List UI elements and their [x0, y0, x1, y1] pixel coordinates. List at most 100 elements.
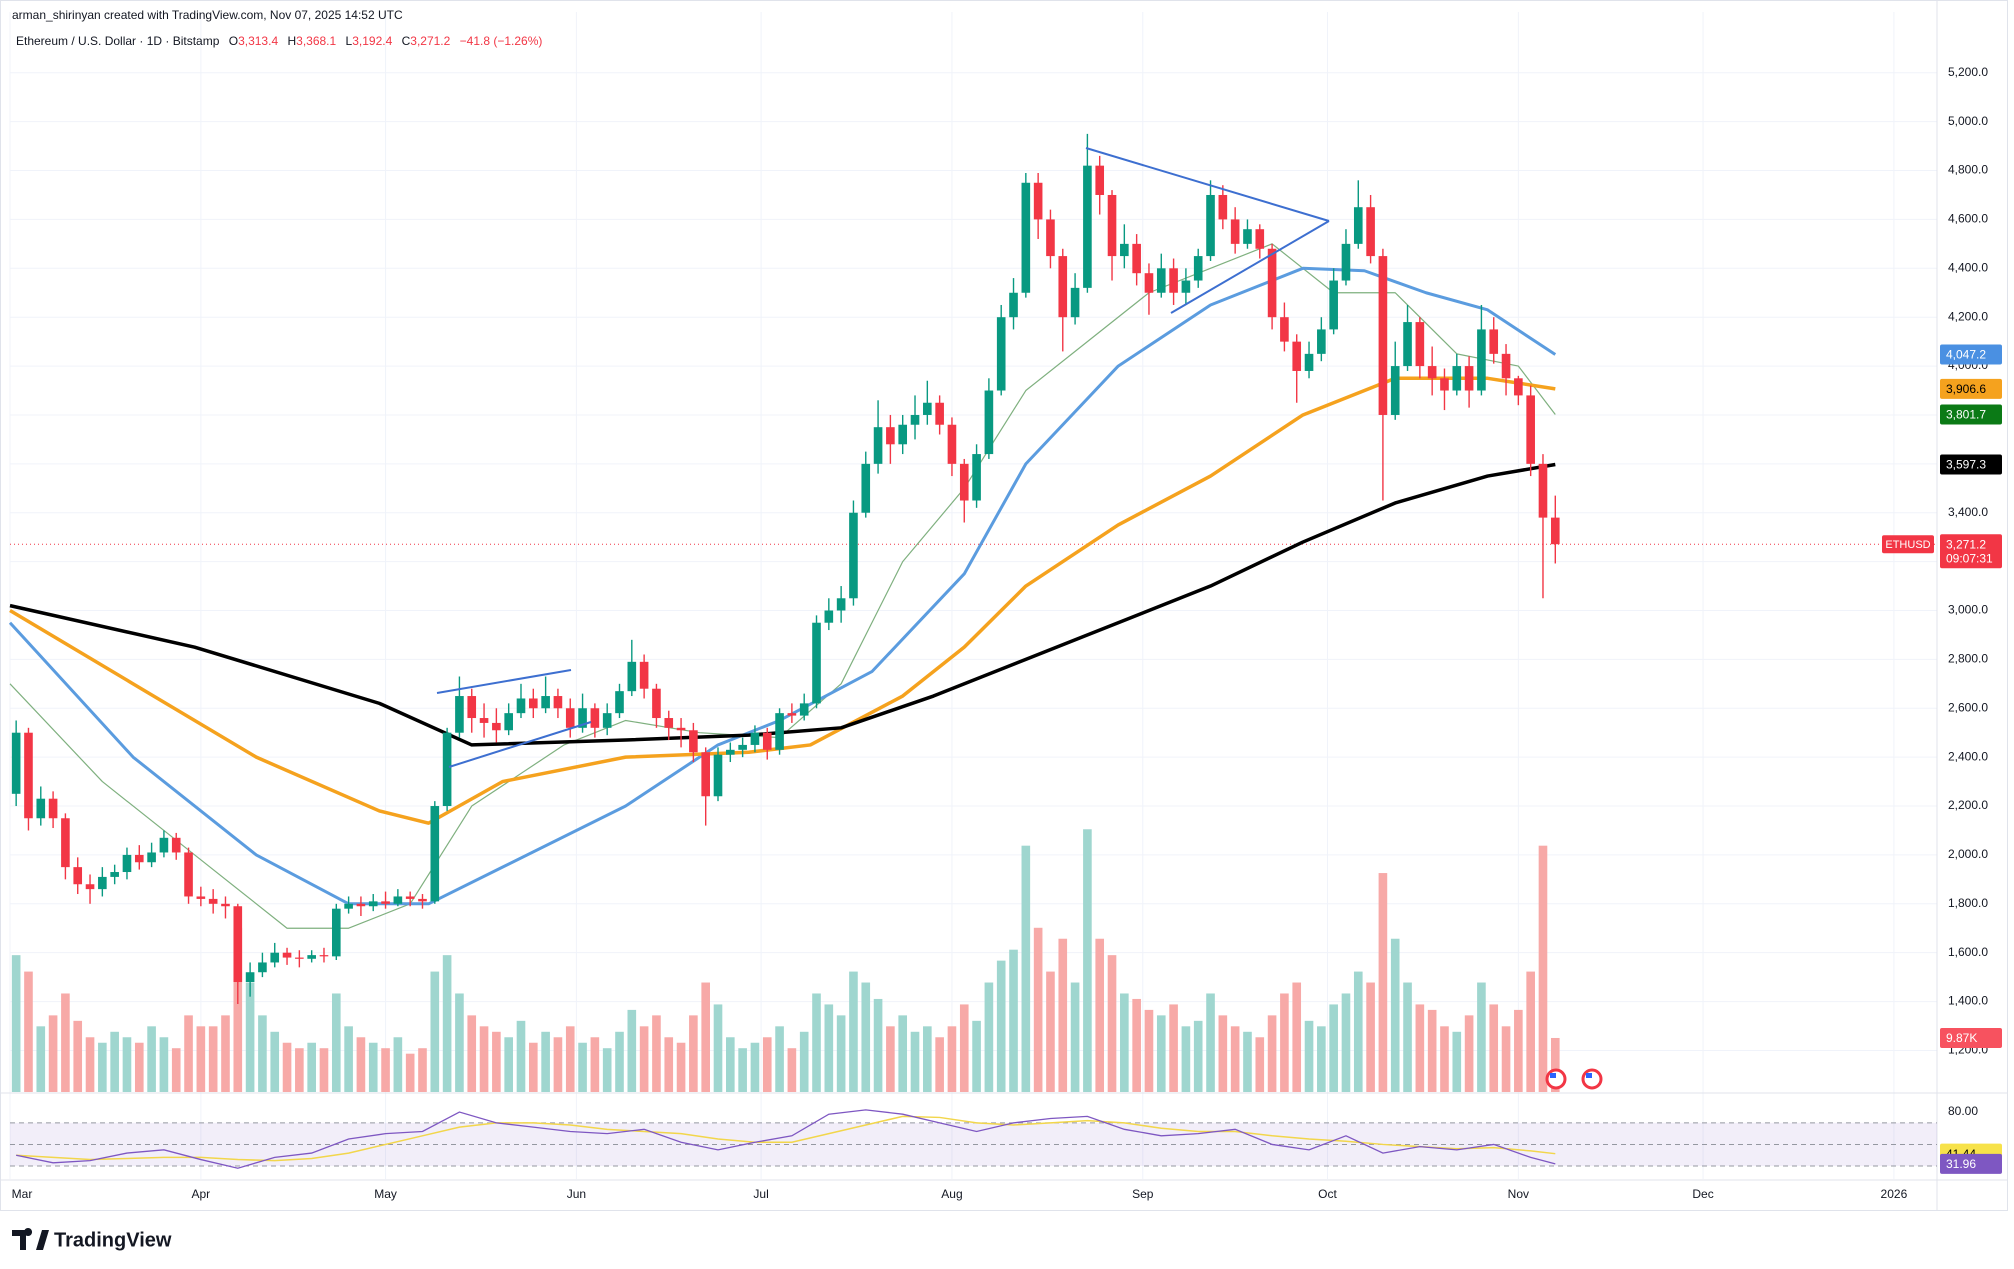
candle-body — [799, 703, 809, 716]
volume-bar — [1317, 1026, 1326, 1092]
candle-body — [1304, 353, 1314, 371]
y-tick-label: 3,400.0 — [1948, 505, 1988, 519]
volume-bar — [245, 982, 255, 1092]
volume-bar — [405, 1053, 415, 1092]
volume-bar — [73, 1020, 83, 1092]
candle-body — [48, 798, 58, 819]
x-tick-label: Dec — [1692, 1187, 1713, 1201]
candle-body — [528, 698, 538, 709]
volume-bar — [1489, 1004, 1499, 1092]
y-tick-label: 4,200.0 — [1948, 309, 1988, 323]
candle-body — [405, 896, 415, 899]
volume-bar — [935, 1037, 944, 1092]
candle-body — [1230, 219, 1240, 244]
volume-bar — [1021, 845, 1031, 1092]
volume-bar — [1267, 1015, 1277, 1092]
volume-bar — [1378, 873, 1388, 1092]
ohlc-value: 3,192.4 — [352, 34, 393, 48]
volume-bar — [344, 1026, 353, 1092]
candle-body — [1132, 243, 1141, 274]
flag-icon[interactable] — [1545, 1068, 1567, 1090]
volume-bar — [1107, 955, 1117, 1092]
candle-body — [1083, 165, 1092, 288]
volume-bar — [1341, 993, 1351, 1092]
candle-body — [245, 972, 255, 983]
candle-body — [1058, 256, 1068, 318]
volume-bar — [159, 1037, 169, 1092]
candle-body — [947, 424, 957, 464]
rsi-pane — [10, 1109, 1937, 1169]
candle-body — [98, 876, 107, 890]
candle-body — [1378, 256, 1388, 415]
candle-body — [898, 424, 908, 445]
attribution: arman_shirinyan created with TradingView… — [12, 8, 403, 22]
candle-body — [787, 713, 797, 716]
volume-bar — [1169, 1004, 1178, 1092]
candle-body — [516, 698, 526, 714]
volume-bar — [24, 971, 33, 1092]
volume-bar — [565, 1026, 575, 1092]
volume-bar — [1550, 1037, 1560, 1092]
candle-body — [1353, 207, 1363, 244]
last-price-badge — [1940, 534, 2002, 569]
volume-bar — [775, 1026, 784, 1092]
candle-body — [73, 867, 83, 885]
volume-bar — [221, 1015, 230, 1092]
y-tick-label: 4,800.0 — [1948, 163, 1988, 177]
price-badge-label: 3,597.3 — [1946, 458, 1986, 472]
last-price-label: 3,271.2 — [1946, 537, 1986, 551]
candle-body — [1550, 517, 1560, 545]
candle-body — [1046, 219, 1055, 257]
volume-bar — [578, 1042, 587, 1092]
candle-body — [1403, 322, 1412, 367]
candle-body — [689, 730, 698, 753]
candle-body — [541, 696, 550, 709]
candle-body — [553, 696, 563, 709]
volume-bar — [492, 1031, 501, 1092]
countdown: 09:07:31 — [1946, 551, 1993, 565]
volume-bar — [787, 1048, 797, 1092]
volume-bar — [98, 1042, 107, 1092]
volume-bar — [430, 971, 440, 1092]
volume-bar — [147, 1026, 156, 1092]
candle-body — [368, 901, 378, 907]
x-tick-label: Oct — [1318, 1187, 1337, 1201]
volume-bar — [799, 1031, 809, 1092]
x-tick-label: Sep — [1132, 1187, 1154, 1201]
trend-lines — [436, 147, 1330, 768]
volume-bar — [1390, 938, 1400, 1092]
volume-bar — [652, 1015, 661, 1092]
volume-bar — [319, 1048, 329, 1092]
volume-bar — [1206, 993, 1215, 1092]
candle-body — [1477, 329, 1486, 391]
candle-body — [726, 749, 735, 755]
volume-bar — [1070, 982, 1080, 1092]
volume-bar — [1329, 1004, 1338, 1092]
ohlc-value: 3,313.4 — [238, 34, 279, 48]
volume-bar — [701, 982, 710, 1092]
volume-bar — [1230, 1026, 1240, 1092]
candle-body — [479, 718, 489, 723]
volume-bar — [1514, 1009, 1523, 1092]
candle-body — [676, 727, 686, 731]
candle-body — [1440, 378, 1449, 391]
candle-body — [812, 622, 821, 704]
candle-body — [171, 837, 181, 853]
trend-line — [1170, 220, 1330, 314]
brand-logo: TradingView — [12, 1228, 172, 1251]
candle-body — [886, 427, 895, 445]
volume-bar — [873, 998, 883, 1092]
y-tick-label: 5,200.0 — [1948, 65, 1988, 79]
volume-bar — [1501, 1026, 1511, 1092]
price-badge-label: 3,801.7 — [1946, 408, 1986, 422]
price-badge — [1940, 454, 2002, 475]
last-price-symbol: ETHUSD — [1885, 539, 1930, 551]
volume-bar — [1403, 982, 1412, 1092]
candle-body — [1144, 273, 1154, 293]
flag-canton — [1550, 1073, 1556, 1078]
volume-bar — [824, 1004, 834, 1092]
candle-body — [701, 752, 710, 797]
volume-bar — [356, 1037, 366, 1092]
flag-icon[interactable] — [1581, 1068, 1603, 1090]
